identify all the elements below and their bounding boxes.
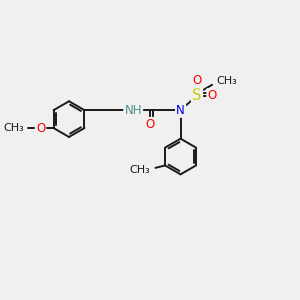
Text: CH₃: CH₃ [130,165,150,175]
Text: CH₃: CH₃ [3,123,24,133]
Text: N: N [176,104,185,117]
Text: S: S [192,88,202,103]
Text: O: O [146,118,155,131]
Text: O: O [192,74,202,87]
Text: O: O [208,89,217,102]
Text: O: O [36,122,45,134]
Text: NH: NH [124,104,142,117]
Text: CH₃: CH₃ [216,76,237,86]
